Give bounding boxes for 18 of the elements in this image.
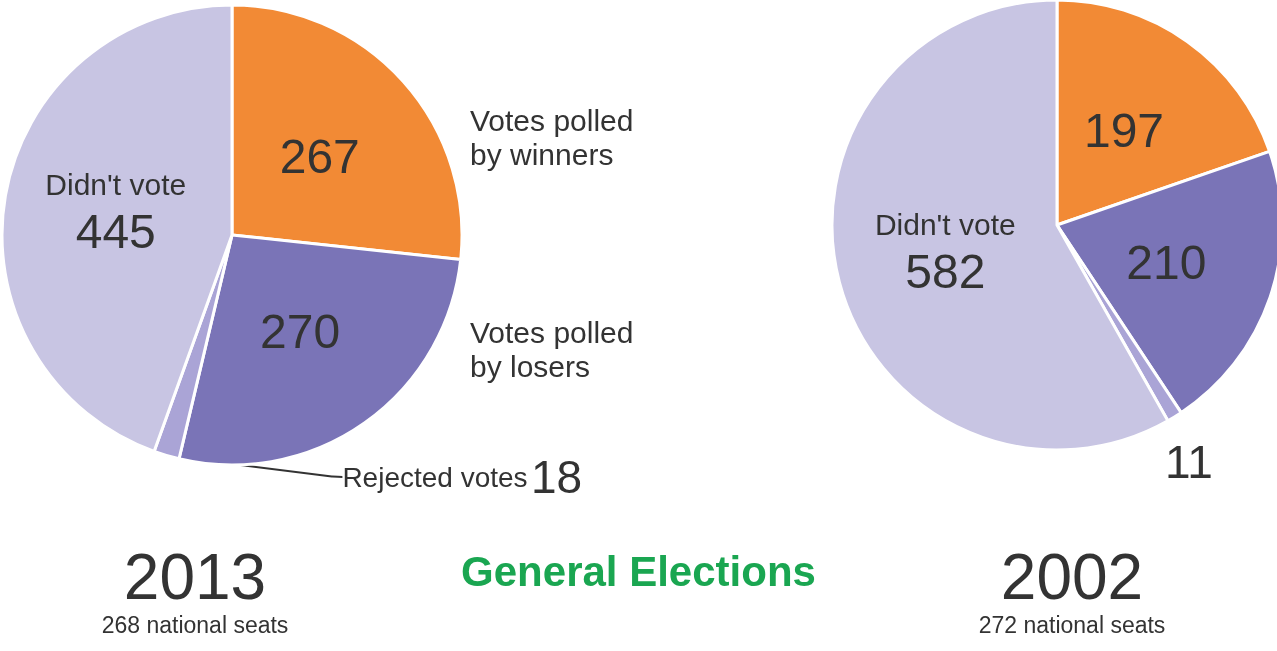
text: General Elections	[461, 548, 816, 595]
data-label: 11	[1165, 436, 1213, 488]
text: 268 national seats	[101, 611, 289, 638]
data-label: 210	[1126, 235, 1207, 289]
data-label: 197	[1083, 104, 1165, 158]
slice-label: Votes polled by winners	[470, 104, 642, 172]
slice-label: Didn't vote	[874, 207, 1016, 241]
text: 2013	[123, 541, 267, 613]
data-label: 445	[75, 205, 156, 259]
text: 272 national seats	[978, 611, 1166, 638]
slice-label: Votes polled by losers	[470, 315, 642, 383]
data-label: 582	[905, 244, 986, 298]
slice-label: Didn't vote	[45, 168, 187, 202]
text: 2002	[1000, 541, 1144, 613]
data-label: 18	[530, 451, 583, 503]
slice-label: Rejected votes	[342, 461, 528, 493]
data-label: 270	[260, 304, 341, 358]
data-label: 267	[279, 129, 360, 183]
